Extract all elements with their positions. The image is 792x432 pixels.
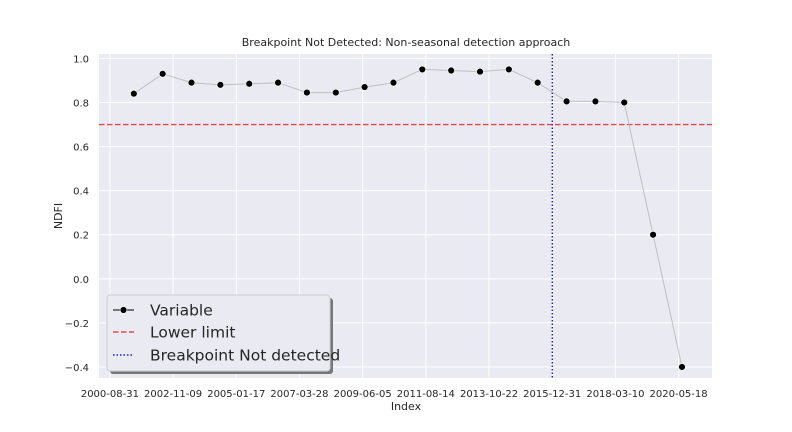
x-tick-label: 2005-01-17 [207,389,265,400]
data-point [418,65,426,74]
x-tick-label: 2007-03-28 [270,389,328,400]
y-tick-label: 1.0 [73,54,89,65]
y-tick-label: 0.0 [73,275,89,286]
data-point [476,67,484,76]
data-point [447,66,455,75]
legend-box [106,294,331,372]
x-tick-label: 2020-05-18 [650,389,708,400]
data-point [360,83,369,91]
x-tick-label: 2000-08-31 [81,389,139,400]
legend-marker-variable [119,306,128,314]
data-point [389,78,398,87]
data-point [216,81,225,89]
data-point [187,78,196,87]
data-point [505,65,513,74]
x-tick-label: 2015-12-31 [523,389,581,400]
data-point [678,363,686,371]
data-point [274,78,282,87]
data-point [562,97,571,106]
data-point [533,78,542,87]
legend-label: Breakpoint Not detected [150,347,340,365]
legend-label: Lower limit [150,324,235,342]
data-point [332,88,340,97]
series-line [133,68,683,368]
y-tick-label: −0.2 [65,319,89,330]
x-tick-label: 2018-03-10 [586,389,644,400]
x-tick-label: 2002-11-09 [144,389,202,400]
x-tick-label: 2009-06-05 [334,389,392,400]
y-tick-label: 0.2 [73,231,89,242]
tick-labels: 1.0 0.8 0.6 0.4 0.2 0.0 −0.2 −0.4 2000-08-31 2002… [65,54,708,400]
x-tick-label: 2011-08-14 [397,389,455,400]
y-tick-label: 0.4 [73,187,89,198]
x-axis-label: Index [391,400,422,413]
y-axis-label: NDFI [52,203,65,229]
data-point [130,89,138,98]
x-tick-label: 2013-10-22 [460,389,518,400]
data-point [245,80,253,88]
data-point [620,98,628,107]
data-point [303,88,311,97]
chart-marks [99,54,712,378]
y-tick-label: 0.8 [73,98,89,109]
legend: Variable Lower limit Breakpoint Not detect… [106,294,340,374]
y-tick-label: 0.6 [73,143,89,154]
chart-title: Breakpoint Not Detected: Non-seasonal de… [242,36,570,49]
data-point [591,97,600,106]
legend-label: Variable [150,302,213,320]
y-tick-label: −0.4 [65,363,89,374]
data-point [158,70,167,78]
data-point [649,231,657,239]
